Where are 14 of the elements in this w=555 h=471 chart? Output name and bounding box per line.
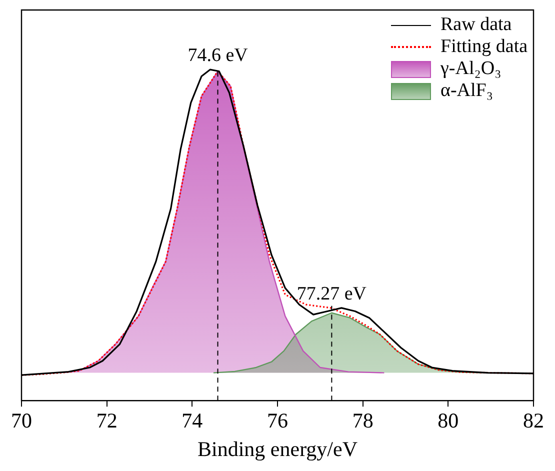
legend-label: α-AlF₃ (440, 80, 493, 102)
legend-label: γ-Al₂O₃ (440, 58, 502, 80)
legend-label: Raw data (440, 14, 512, 36)
x-tick-label: 78 (352, 408, 374, 433)
x-tick-label: 70 (11, 408, 32, 433)
x-tick-label: 80 (438, 408, 459, 433)
ref-line-label: 77.27 eV (296, 283, 367, 304)
x-tick-label: 74 (182, 408, 204, 433)
ref-line-label: 74.6 eV (188, 45, 248, 66)
x-tick-label: 72 (96, 408, 118, 433)
legend-label: Fitting data (440, 36, 528, 58)
x-tick-label: 76 (267, 408, 288, 433)
x-axis-title: Binding energy/eV (197, 436, 358, 461)
x-tick-label: 82 (523, 408, 544, 433)
